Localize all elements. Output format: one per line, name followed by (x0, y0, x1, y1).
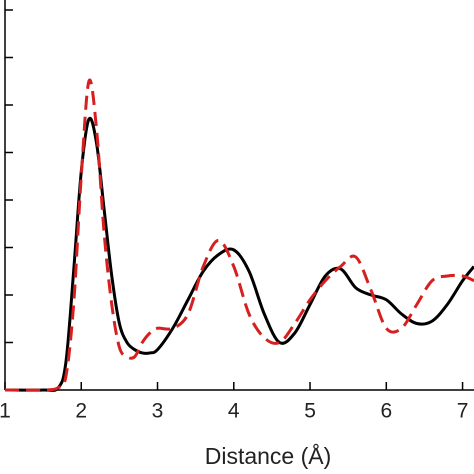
x-tick-label: 4 (228, 400, 240, 423)
series-line (4, 78, 474, 392)
x-axis-label: Distance (Å) (205, 442, 332, 469)
x-tick-label: 7 (457, 400, 469, 423)
x-tick-label: 5 (304, 400, 316, 423)
x-tick-label: 1 (0, 400, 11, 423)
x-tick-label: 6 (380, 400, 392, 423)
x-tick-label: 3 (152, 400, 164, 423)
x-tick-label: 2 (75, 400, 87, 423)
